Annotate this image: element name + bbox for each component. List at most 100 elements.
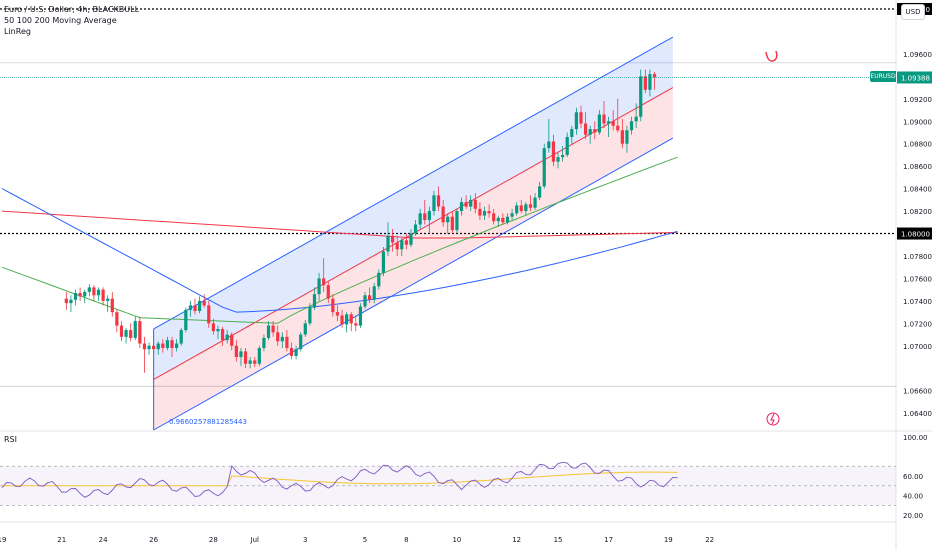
candle-body[interactable]	[505, 216, 510, 223]
candle-body[interactable]	[363, 295, 367, 307]
candle-body[interactable]	[239, 351, 243, 358]
candle-body[interactable]	[492, 213, 496, 222]
candle-body[interactable]	[561, 154, 565, 158]
candle-body[interactable]	[588, 129, 592, 135]
candle-body[interactable]	[207, 305, 211, 324]
candle-body[interactable]	[331, 298, 335, 313]
candle-body[interactable]	[69, 299, 73, 304]
candle-body[interactable]	[202, 300, 206, 306]
candle-body[interactable]	[390, 235, 395, 243]
candle-body[interactable]	[197, 300, 202, 311]
candle-body[interactable]	[432, 195, 436, 212]
candle-body[interactable]	[533, 197, 537, 208]
candle-body[interactable]	[469, 199, 473, 207]
candle-body[interactable]	[170, 340, 174, 349]
candle-body[interactable]	[611, 121, 615, 126]
candle-body[interactable]	[83, 291, 87, 297]
candle-body[interactable]	[446, 216, 450, 223]
candle-body[interactable]	[547, 141, 551, 149]
candle-body[interactable]	[317, 278, 321, 295]
candle-body[interactable]	[538, 186, 542, 198]
candle-body[interactable]	[551, 141, 556, 162]
candle-body[interactable]	[165, 340, 170, 349]
candle-body[interactable]	[92, 287, 96, 296]
candle-body[interactable]	[524, 204, 528, 212]
candle-body[interactable]	[478, 208, 482, 216]
candle-body[interactable]	[147, 345, 151, 350]
candle-body[interactable]	[377, 272, 381, 287]
legend-title[interactable]: Euro / U.S. Dollar, 4h, BLACKBULL	[4, 5, 140, 14]
candle-body[interactable]	[106, 298, 110, 301]
candle-body[interactable]	[271, 325, 275, 333]
candle-body[interactable]	[230, 334, 234, 346]
lightning-icon[interactable]	[766, 412, 780, 426]
candle-body[interactable]	[606, 121, 611, 124]
candle-body[interactable]	[354, 323, 358, 326]
candle-body[interactable]	[616, 125, 620, 131]
candle-body[interactable]	[175, 343, 179, 349]
candle-body[interactable]	[427, 211, 431, 221]
candle-body[interactable]	[629, 121, 634, 131]
candle-body[interactable]	[639, 76, 643, 117]
candle-body[interactable]	[404, 240, 408, 245]
candle-body[interactable]	[368, 295, 372, 300]
candle-body[interactable]	[459, 202, 464, 212]
candle-body[interactable]	[73, 293, 78, 300]
candle-body[interactable]	[528, 204, 533, 208]
candle-body[interactable]	[597, 114, 601, 133]
candle-body[interactable]	[620, 130, 624, 144]
candle-body[interactable]	[501, 217, 505, 223]
legend-linreg[interactable]: LinReg	[4, 27, 31, 36]
candle-body[interactable]	[266, 325, 271, 338]
candle-body[interactable]	[413, 224, 418, 234]
candle-body[interactable]	[602, 114, 606, 124]
candle-body[interactable]	[280, 336, 284, 342]
candle-body[interactable]	[593, 129, 597, 133]
candle-body[interactable]	[179, 330, 183, 344]
candle-body[interactable]	[129, 330, 133, 338]
candle-body[interactable]	[312, 294, 317, 308]
candle-body[interactable]	[625, 130, 629, 144]
candle-body[interactable]	[303, 323, 307, 335]
candle-body[interactable]	[322, 278, 326, 286]
candle-body[interactable]	[248, 360, 252, 364]
candle-body[interactable]	[423, 213, 427, 221]
candle-body[interactable]	[124, 330, 128, 337]
candle-body[interactable]	[455, 211, 459, 231]
candle-body[interactable]	[220, 328, 225, 341]
candle-body[interactable]	[482, 211, 487, 216]
candle-body[interactable]	[193, 305, 197, 311]
candle-body[interactable]	[648, 74, 652, 90]
candle-body[interactable]	[299, 334, 303, 350]
candle-body[interactable]	[257, 348, 261, 364]
candle-body[interactable]	[115, 312, 119, 326]
candle-body[interactable]	[133, 321, 137, 338]
candle-body[interactable]	[436, 195, 441, 207]
candle-body[interactable]	[565, 136, 569, 155]
currency-selector[interactable]: USD	[901, 4, 925, 20]
candle-body[interactable]	[358, 306, 363, 326]
candle-body[interactable]	[345, 314, 349, 325]
candle-body[interactable]	[243, 351, 248, 364]
candle-body[interactable]	[156, 343, 160, 350]
candle-body[interactable]	[234, 345, 238, 358]
candle-body[interactable]	[110, 298, 114, 313]
candle-body[interactable]	[400, 240, 404, 250]
candle-body[interactable]	[152, 345, 156, 350]
candle-body[interactable]	[101, 289, 105, 301]
candle-body[interactable]	[574, 112, 579, 130]
candle-body[interactable]	[643, 76, 647, 90]
candle-body[interactable]	[487, 211, 491, 214]
candle-body[interactable]	[583, 123, 588, 135]
candle-body[interactable]	[386, 235, 390, 252]
candle-body[interactable]	[87, 287, 91, 292]
candle-body[interactable]	[464, 202, 468, 207]
candle-body[interactable]	[542, 148, 546, 187]
candle-body[interactable]	[211, 323, 215, 332]
candle-body[interactable]	[441, 206, 445, 223]
candle-body[interactable]	[253, 360, 257, 364]
candle-body[interactable]	[262, 337, 266, 349]
candle-body[interactable]	[652, 74, 657, 78]
candle-body[interactable]	[473, 199, 477, 209]
